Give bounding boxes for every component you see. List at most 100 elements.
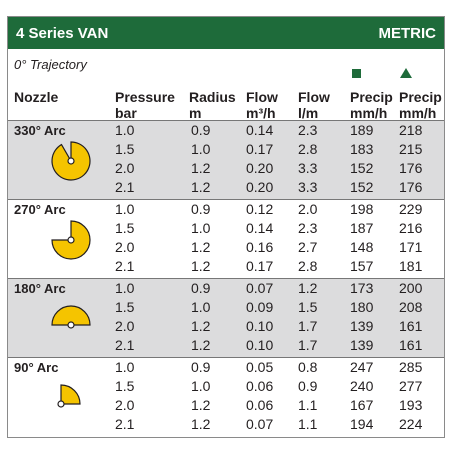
table-cell: 1.2: [191, 397, 211, 413]
table-cell: 0.20: [246, 179, 274, 195]
table-cell: 0.12: [246, 201, 274, 217]
table-cell: 181: [399, 258, 423, 274]
table-row: 2.0 1.2 0.10 1.7 139 161: [8, 316, 444, 336]
nozzle-arc-label: 330° Arc: [14, 123, 66, 138]
nozzle-group: 330° Arc 1.0 0.9 0.14 2.3 189 218 1.5 1.0 0.17 2.8…: [8, 120, 444, 200]
table-row: 1.5 1.0 0.06 0.9 240 277: [8, 376, 444, 396]
table-cell: 1.0: [115, 201, 135, 217]
table-cell: 218: [399, 122, 423, 138]
table-cell: 167: [350, 397, 374, 413]
table-cell: 1.2: [191, 179, 211, 195]
table-cell: 173: [350, 280, 374, 296]
group-divider: [8, 199, 444, 200]
table-cell: 1.2: [191, 416, 211, 432]
table-cell: 1.0: [115, 280, 135, 296]
table-cell: 2.1: [115, 258, 135, 274]
table-cell: 2.8: [298, 141, 318, 157]
table-cell: 2.0: [115, 318, 135, 334]
table-cell: 139: [350, 318, 374, 334]
arc-90-icon: [57, 384, 81, 408]
table-cell: 3.3: [298, 179, 318, 195]
table-cell: 216: [399, 220, 423, 236]
table-cell: 247: [350, 359, 374, 375]
table-cell: 200: [399, 280, 423, 296]
table-row: 2.1 1.2 0.17 2.8 157 181: [8, 256, 444, 276]
col-radius: Radius m: [189, 89, 236, 121]
table-row: 2.1 1.2 0.20 3.3 152 176: [8, 177, 444, 197]
nozzle-group: 90° Arc 1.0 0.9 0.05 0.8 247 285 1.5 1.0 0.06 0.9 2…: [8, 357, 444, 437]
table-cell: 0.9: [191, 122, 211, 138]
col-nozzle: Nozzle: [14, 89, 59, 105]
group-divider: [8, 357, 444, 358]
table-cell: 285: [399, 359, 423, 375]
table-cell: 139: [350, 337, 374, 353]
table-row: 1.5 1.0 0.09 1.5 180 208: [8, 297, 444, 317]
table-cell: 171: [399, 239, 423, 255]
table-cell: 194: [350, 416, 374, 432]
table-row: 2.0 1.2 0.16 2.7 148 171: [8, 237, 444, 257]
table-cell: 2.1: [115, 416, 135, 432]
table-cell: 240: [350, 378, 374, 394]
table-cell: 1.0: [191, 220, 211, 236]
table-cell: 0.9: [298, 378, 318, 394]
specification-table: 4 Series VAN METRIC 0° Trajectory Nozzle…: [7, 16, 445, 438]
table-cell: 187: [350, 220, 374, 236]
table-cell: 2.7: [298, 239, 318, 255]
table-cell: 161: [399, 318, 423, 334]
table-cell: 0.07: [246, 416, 274, 432]
col-pressure: Pressure bar: [115, 89, 175, 121]
table-row: 2.1 1.2 0.07 1.1 194 224: [8, 414, 444, 434]
table-cell: 1.2: [191, 337, 211, 353]
table-cell: 208: [399, 299, 423, 315]
table-cell: 1.5: [298, 299, 318, 315]
table-cell: 0.17: [246, 141, 274, 157]
table-cell: 0.9: [191, 201, 211, 217]
table-row: 1.5 1.0 0.17 2.8 183 215: [8, 139, 444, 159]
table-cell: 176: [399, 179, 423, 195]
table-cell: 198: [350, 201, 374, 217]
table-cell: 1.2: [191, 160, 211, 176]
table-cell: 0.05: [246, 359, 274, 375]
table-cell: 1.5: [115, 141, 135, 157]
col-precip-triangle: Precip mm/h: [399, 89, 442, 121]
table-cell: 1.7: [298, 337, 318, 353]
table-cell: 2.0: [115, 160, 135, 176]
table-cell: 148: [350, 239, 374, 255]
group-divider: [8, 278, 444, 279]
col-precip-square: Precip mm/h: [350, 89, 393, 121]
table-row: 1.5 1.0 0.14 2.3 187 216: [8, 218, 444, 238]
table-cell: 1.5: [115, 220, 135, 236]
table-cell: 180: [350, 299, 374, 315]
table-cell: 1.0: [191, 378, 211, 394]
table-cell: 229: [399, 201, 423, 217]
square-spacing-icon: [352, 69, 361, 78]
table-row: 2.0 1.2 0.06 1.1 167 193: [8, 395, 444, 415]
table-cell: 161: [399, 337, 423, 353]
table-cell: 189: [350, 122, 374, 138]
triangle-spacing-icon: [400, 68, 412, 78]
table-cell: 1.1: [298, 397, 318, 413]
table-cell: 0.14: [246, 122, 274, 138]
table-cell: 0.16: [246, 239, 274, 255]
table-cell: 2.1: [115, 337, 135, 353]
table-cell: 1.2: [191, 318, 211, 334]
table-cell: 1.0: [115, 359, 135, 375]
table-cell: 176: [399, 160, 423, 176]
nozzle-arc-label: 90° Arc: [14, 360, 59, 375]
table-row: 1.0 0.9 0.07 1.2 173 200: [8, 278, 444, 298]
table-cell: 0.17: [246, 258, 274, 274]
table-cell: 1.5: [115, 299, 135, 315]
table-cell: 2.0: [115, 397, 135, 413]
table-row: 2.0 1.2 0.20 3.3 152 176: [8, 158, 444, 178]
table-cell: 0.06: [246, 378, 274, 394]
table-cell: 1.0: [191, 299, 211, 315]
table-cell: 2.0: [298, 201, 318, 217]
arc-330-icon: [51, 141, 91, 181]
table-cell: 193: [399, 397, 423, 413]
table-cell: 0.06: [246, 397, 274, 413]
table-cell: 1.2: [298, 280, 318, 296]
table-cell: 0.8: [298, 359, 318, 375]
col-flow-lm: Flow l/m: [298, 89, 330, 121]
table-cell: 2.3: [298, 122, 318, 138]
table-cell: 0.07: [246, 280, 274, 296]
